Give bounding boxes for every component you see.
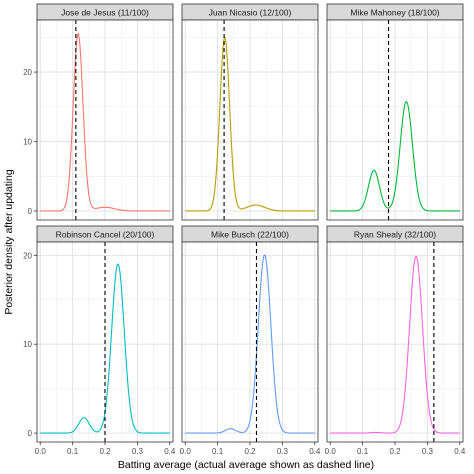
x-tick-label: 0.0 xyxy=(180,447,192,456)
y-tick-label: 0 xyxy=(28,429,33,438)
x-tick-label: 0.2 xyxy=(244,447,256,456)
x-tick-label: 0.0 xyxy=(325,447,337,456)
x-tick-label: 0.3 xyxy=(277,447,289,456)
x-tick-label: 0.3 xyxy=(132,447,144,456)
panels-group: Jose de Jesus (11/100) 0 10 20 Juan Nicasio … xyxy=(23,3,466,456)
facet-panel: Robinson Cancel (20/100) 0 10 20 0.0 0.1 0.2 0.… xyxy=(23,225,176,456)
density-curve xyxy=(40,32,170,212)
x-tick-label: 0.4 xyxy=(454,447,466,456)
y-axis-title: Posterior density after updating xyxy=(3,169,15,314)
x-tick-label: 0.3 xyxy=(422,447,434,456)
density-curve xyxy=(185,254,315,434)
facet-panel: Jose de Jesus (11/100) 0 10 20 xyxy=(23,3,174,221)
facet-strip-title: Mike Mahoney (18/100) xyxy=(350,8,439,18)
x-tick-label: 0.1 xyxy=(67,447,79,456)
facet-strip-title: Juan Nicasio (12/100) xyxy=(209,8,292,18)
facet-panel: Ryan Shealy (32/100) 0.0 0.1 0.2 0.3 0.4 xyxy=(325,225,466,456)
y-tick-label: 20 xyxy=(23,68,32,77)
facet-strip-title: Jose de Jesus (11/100) xyxy=(61,8,149,18)
x-axis-title: Batting average (actual average shown as… xyxy=(118,459,374,471)
facet-panel: Mike Busch (22/100) 0.0 0.1 0.2 0.3 0.4 xyxy=(180,225,321,456)
x-tick-label: 0.2 xyxy=(99,447,111,456)
facet-panel: Mike Mahoney (18/100) xyxy=(326,3,464,221)
facet-strip-title: Mike Busch (22/100) xyxy=(211,230,289,240)
density-curve xyxy=(330,255,460,434)
facet-strip-title: Ryan Shealy (32/100) xyxy=(354,230,436,240)
x-tick-label: 0.1 xyxy=(357,447,369,456)
facet-panel: Juan Nicasio (12/100) xyxy=(181,3,319,221)
y-tick-label: 10 xyxy=(23,340,32,349)
y-tick-label: 20 xyxy=(23,251,32,260)
x-tick-label: 0.1 xyxy=(212,447,224,456)
x-tick-label: 0.4 xyxy=(309,447,321,456)
x-tick-label: 0.4 xyxy=(164,447,176,456)
y-tick-label: 0 xyxy=(28,207,33,216)
panel-border xyxy=(181,19,319,221)
facet-strip-title: Robinson Cancel (20/100) xyxy=(56,230,155,240)
density-curve xyxy=(330,101,460,212)
density-curve xyxy=(185,36,315,212)
panel-border xyxy=(36,19,174,221)
x-tick-label: 0.0 xyxy=(35,447,47,456)
panel-border xyxy=(326,19,464,221)
x-tick-label: 0.2 xyxy=(389,447,401,456)
y-tick-label: 10 xyxy=(23,138,32,147)
